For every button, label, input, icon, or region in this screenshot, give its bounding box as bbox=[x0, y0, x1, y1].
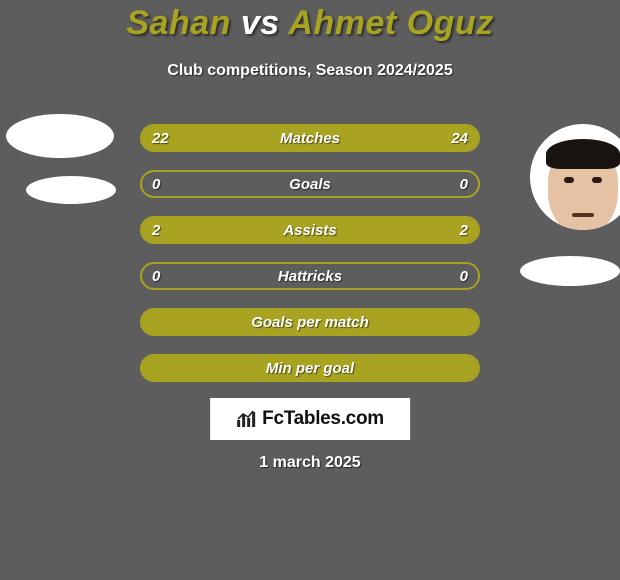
avatar-left-club bbox=[26, 176, 116, 204]
face-icon bbox=[548, 147, 618, 230]
stat-bar: Min per goal bbox=[140, 354, 480, 382]
chart-icon bbox=[236, 410, 256, 431]
stat-bar: 0 0 Goals bbox=[140, 170, 480, 198]
subtitle: Club competitions, Season 2024/2025 bbox=[0, 62, 620, 80]
bar-value-right: 2 bbox=[460, 222, 468, 239]
stat-bar: 0 0 Hattricks bbox=[140, 262, 480, 290]
mouth-shape bbox=[572, 213, 594, 217]
avatar-left-player bbox=[6, 114, 114, 158]
bar-value-left: 0 bbox=[152, 176, 160, 193]
stat-bar: 22 24 Matches bbox=[140, 124, 480, 152]
bar-label: Goals bbox=[289, 176, 331, 193]
avatar-right-club bbox=[520, 256, 620, 286]
bar-label: Hattricks bbox=[278, 268, 342, 285]
bar-label: Matches bbox=[280, 130, 340, 147]
title-player-left: Sahan bbox=[126, 4, 231, 42]
hair-shape bbox=[546, 139, 620, 169]
page-title: Sahan vs Ahmet Oguz bbox=[0, 4, 620, 43]
logo-badge: FcTables.com bbox=[210, 398, 410, 440]
stat-bar: Goals per match bbox=[140, 308, 480, 336]
bar-value-left: 22 bbox=[152, 130, 169, 147]
bar-value-left: 0 bbox=[152, 268, 160, 285]
title-vs: vs bbox=[241, 4, 280, 42]
stat-bars: 2224Matches00Goals22Assists00HattricksGo… bbox=[140, 124, 480, 400]
bar-value-right: 24 bbox=[451, 130, 468, 147]
stat-bar: 2 2 Assists bbox=[140, 216, 480, 244]
bar-value-left: 2 bbox=[152, 222, 160, 239]
bar-label: Goals per match bbox=[251, 314, 369, 331]
title-player-right: Ahmet Oguz bbox=[288, 4, 493, 42]
bar-value-right: 0 bbox=[460, 176, 468, 193]
avatar-right-player bbox=[530, 124, 620, 230]
bar-label: Assists bbox=[283, 222, 336, 239]
logo-text: FcTables.com bbox=[262, 408, 384, 430]
bar-value-right: 0 bbox=[460, 268, 468, 285]
comparison-infographic: Sahan vs Ahmet Oguz Club competitions, S… bbox=[0, 0, 620, 580]
footer-date: 1 march 2025 bbox=[0, 454, 620, 472]
bar-label: Min per goal bbox=[266, 360, 354, 377]
